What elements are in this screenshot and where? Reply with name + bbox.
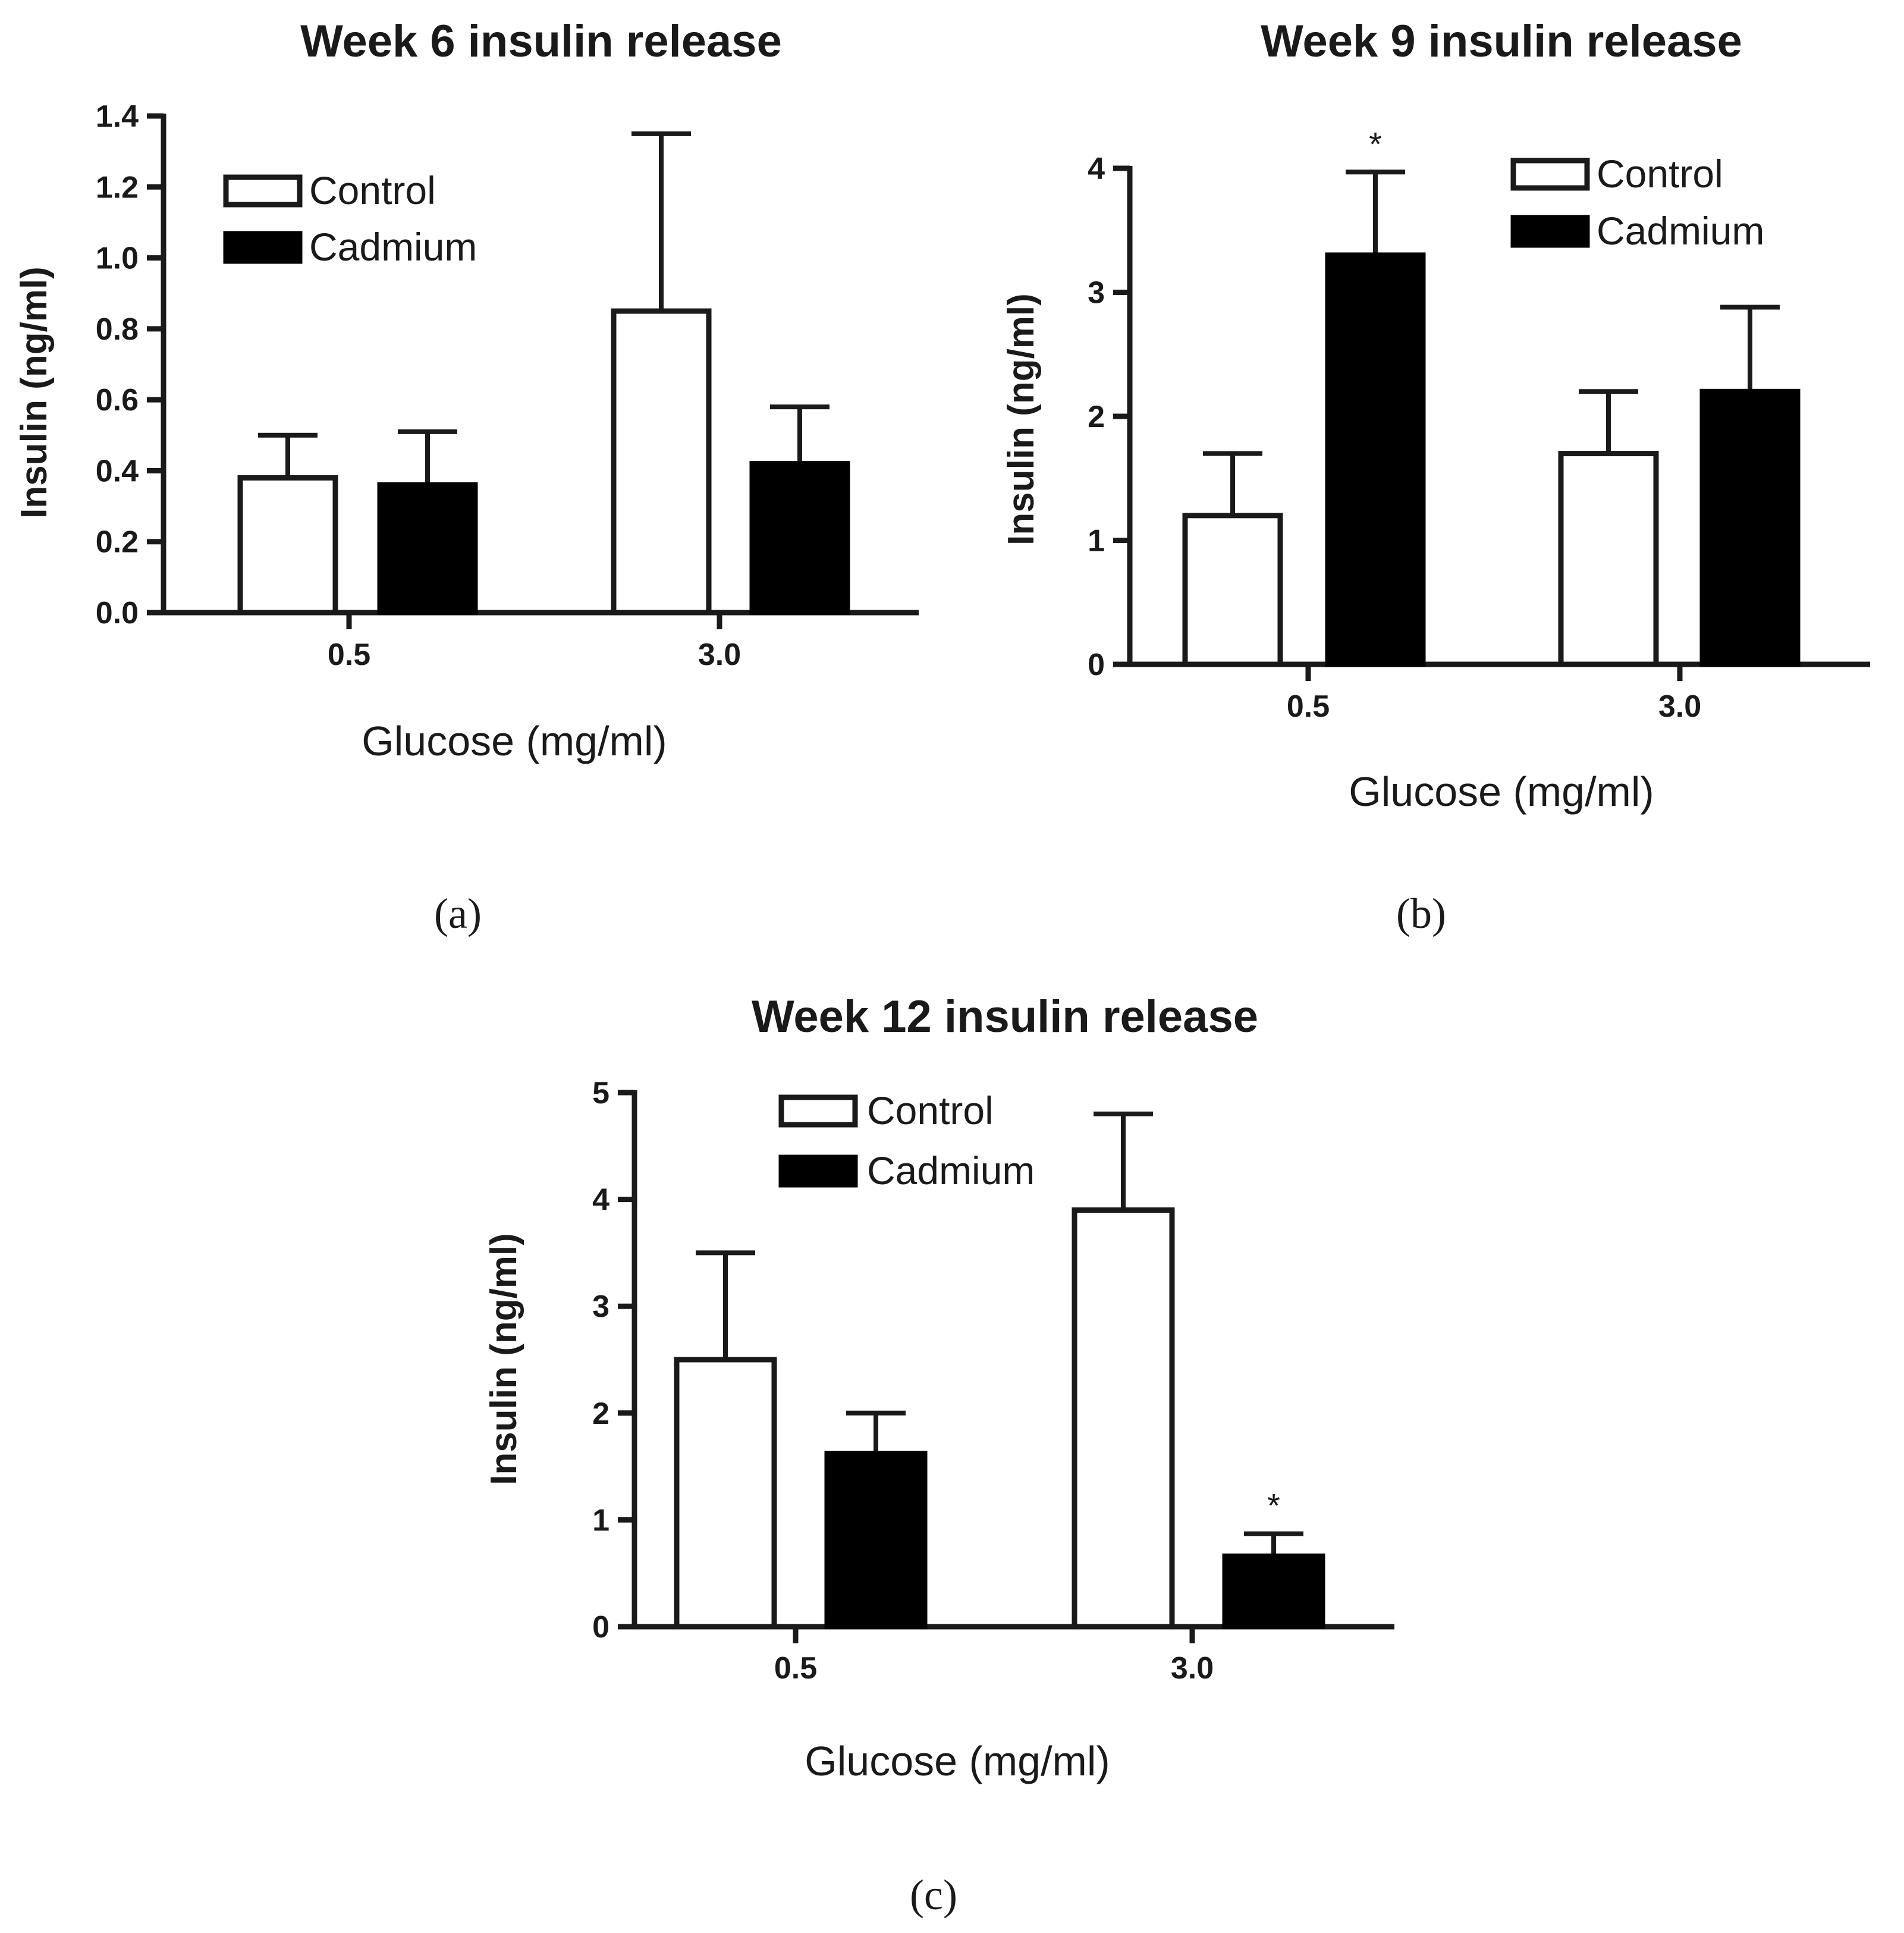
panel-week-6: Week 6 insulin release Insulin (ng/ml) G… — [14, 16, 919, 937]
chart-title: Week 6 insulin release — [300, 16, 782, 67]
y-tick-label: 1.2 — [96, 170, 139, 205]
legend: Control Cadmium — [778, 1088, 1035, 1193]
x-axis-label: Glucose (mg/ml) — [805, 1738, 1110, 1784]
legend-swatch-cadmium — [223, 231, 303, 264]
y-tick-label: 2 — [592, 1397, 609, 1431]
y-tick-label: 0.4 — [96, 454, 139, 488]
y-tick-label: 1 — [1088, 524, 1105, 558]
y-axis-label: Insulin (ng/ml) — [483, 1233, 524, 1485]
y-tick-label: 0 — [592, 1610, 609, 1645]
x-tick-label: 0.5 — [328, 638, 370, 672]
legend: Control Cadmium — [223, 168, 477, 269]
legend-label-control: Control — [867, 1088, 994, 1132]
x-tick-label: 0.5 — [1287, 689, 1330, 724]
y-tick-label: 2 — [1088, 400, 1105, 434]
bar-cadmium — [1699, 388, 1801, 667]
legend-label-control: Control — [1597, 152, 1723, 196]
y-tick-label: 5 — [592, 1076, 609, 1110]
x-tick-label: 3.0 — [1658, 689, 1701, 724]
x-axis-label: Glucose (mg/ml) — [362, 718, 667, 764]
y-tick-label: 0.6 — [96, 383, 139, 418]
significance-marker: * — [1267, 1487, 1280, 1524]
legend-swatch-control — [778, 1094, 858, 1128]
bar-control — [674, 1357, 777, 1630]
bar-cadmium — [377, 482, 478, 616]
y-axis-label: Insulin (ng/ml) — [14, 266, 55, 519]
chart-title: Week 9 insulin release — [1261, 16, 1742, 67]
legend-swatch-control — [1510, 158, 1590, 191]
chart-title: Week 12 insulin release — [752, 991, 1258, 1042]
panel-label: (c) — [910, 1871, 957, 1919]
x-tick-label: 3.0 — [698, 638, 741, 672]
y-tick-label: 1.0 — [96, 241, 139, 276]
bar-cadmium — [1325, 252, 1426, 667]
x-axis-label: Glucose (mg/ml) — [1349, 768, 1654, 815]
legend: Control Cadmium — [1510, 152, 1764, 253]
y-tick-label: 0.2 — [96, 525, 139, 560]
significance-marker: * — [1369, 125, 1382, 162]
legend-swatch-control — [223, 174, 303, 208]
y-tick-label: 3 — [1088, 276, 1105, 310]
x-tick-label: 0.5 — [774, 1651, 817, 1686]
bar-cadmium — [749, 461, 850, 616]
bar-control — [1072, 1207, 1175, 1630]
y-tick-label: 1.4 — [96, 99, 139, 134]
legend-swatch-cadmium — [1510, 215, 1590, 248]
y-tick-label: 1 — [592, 1503, 609, 1537]
bar-cadmium — [824, 1451, 928, 1630]
legend-label-control: Control — [309, 168, 436, 212]
bar-control — [1558, 451, 1659, 667]
bar-control — [1182, 513, 1283, 667]
panel-label: (a) — [434, 890, 482, 937]
legend-swatch-cadmium — [778, 1154, 858, 1188]
panel-label: (b) — [1396, 890, 1446, 937]
y-tick-label: 4 — [592, 1183, 609, 1217]
panel-week-12: Week 12 insulin release Insulin (ng/ml) … — [483, 991, 1394, 1919]
x-tick-label: 3.0 — [1171, 1651, 1214, 1686]
legend-label-cadmium: Cadmium — [1597, 209, 1764, 253]
legend-label-cadmium: Cadmium — [867, 1148, 1035, 1193]
legend-label-cadmium: Cadmium — [309, 225, 477, 269]
y-tick-label: 3 — [592, 1289, 609, 1324]
panel-week-9: Week 9 insulin release Insulin (ng/ml) G… — [1001, 16, 1870, 937]
bar-control — [237, 475, 338, 616]
bar-control — [611, 308, 712, 616]
bar-cadmium — [1222, 1553, 1325, 1630]
y-tick-label: 0 — [1088, 648, 1105, 682]
y-tick-label: 0.8 — [96, 312, 139, 347]
y-tick-label: 0.0 — [96, 596, 139, 630]
y-tick-label: 4 — [1088, 152, 1105, 186]
y-axis-label: Insulin (ng/ml) — [1001, 293, 1042, 545]
